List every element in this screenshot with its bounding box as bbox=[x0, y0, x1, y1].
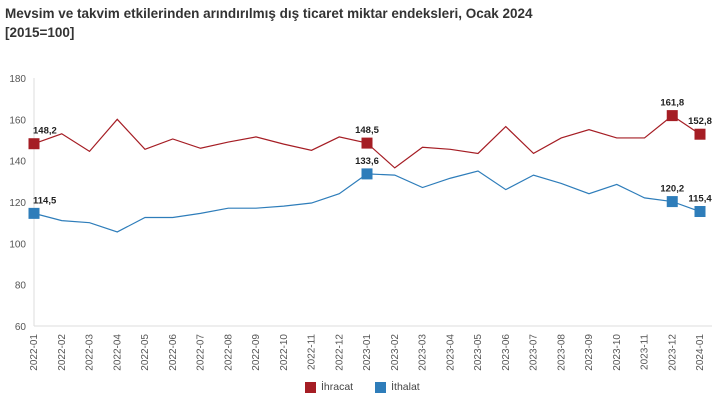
x-tick-label: 2022-05 bbox=[140, 334, 151, 371]
legend-label: İhracat bbox=[321, 381, 354, 393]
x-tick-label: 2022-11 bbox=[307, 334, 318, 370]
x-tick-label: 2023-06 bbox=[501, 334, 512, 371]
title-text: Mevsim ve takvim etkilerinden arındırılm… bbox=[5, 6, 533, 21]
y-tick-label: 120 bbox=[9, 198, 26, 209]
legend-swatch bbox=[375, 381, 387, 393]
legend-label: İthalat bbox=[391, 381, 420, 393]
x-tick-label: 2022-06 bbox=[168, 334, 179, 371]
data-point-marker bbox=[28, 138, 40, 150]
data-label: 133,6 bbox=[355, 156, 379, 167]
data-label: 114,5 bbox=[33, 195, 57, 206]
legend-swatch bbox=[305, 381, 316, 393]
y-tick-label: 80 bbox=[15, 281, 27, 292]
data-label: 148,2 bbox=[33, 126, 57, 137]
x-tick-label: 2022-09 bbox=[251, 334, 262, 371]
series-line-1 bbox=[33, 170, 701, 233]
x-tick-label: 2023-01 bbox=[362, 334, 373, 371]
x-tick-label: 2022-03 bbox=[85, 334, 96, 371]
data-point-marker bbox=[361, 168, 373, 180]
data-point-marker bbox=[361, 137, 373, 149]
data-point-marker bbox=[28, 207, 40, 219]
y-tick-label: 60 bbox=[15, 322, 27, 333]
data-label: 148,5 bbox=[355, 125, 379, 136]
x-tick-label: 2023-09 bbox=[584, 334, 595, 371]
data-point-marker bbox=[666, 196, 678, 208]
x-tick-label: 2023-10 bbox=[612, 334, 623, 371]
x-tick-label: 2022-04 bbox=[112, 334, 123, 371]
x-tick-label: 2024-01 bbox=[695, 334, 706, 371]
data-label: 120,2 bbox=[660, 184, 684, 195]
x-tick-label: 2023-02 bbox=[390, 334, 401, 371]
data-label: 115,4 bbox=[688, 194, 712, 205]
subtitle-text: [2015=100] bbox=[5, 25, 75, 40]
y-tick-label: 140 bbox=[9, 157, 26, 168]
x-tick-label: 2023-12 bbox=[667, 334, 678, 371]
data-point-marker bbox=[694, 206, 706, 218]
x-tick-label: 2022-02 bbox=[57, 334, 68, 371]
data-label: 152,8 bbox=[688, 116, 712, 127]
x-tick-label: 2023-07 bbox=[529, 334, 540, 371]
data-label: 161,8 bbox=[660, 98, 684, 109]
y-tick-label: 180 bbox=[9, 74, 26, 85]
x-tick-label: 2022-07 bbox=[196, 334, 207, 371]
legend: İhracat İthalat bbox=[305, 381, 420, 393]
data-point-marker bbox=[666, 110, 678, 122]
chart-title: Mevsim ve takvim etkilerinden arındırılm… bbox=[5, 4, 533, 42]
x-tick-label: 2023-04 bbox=[445, 334, 456, 371]
x-tick-label: 2022-08 bbox=[223, 334, 234, 371]
x-tick-label: 2022-01 bbox=[29, 334, 40, 371]
legend-item-ithalat[interactable]: İthalat bbox=[375, 381, 420, 393]
x-tick-label: 2023-11 bbox=[640, 334, 651, 370]
x-tick-label: 2022-10 bbox=[279, 334, 290, 371]
legend-item-ihracat[interactable]: İhracat bbox=[305, 381, 353, 393]
data-point-marker bbox=[694, 128, 706, 140]
x-tick-label: 2023-03 bbox=[418, 334, 429, 371]
x-tick-label: 2023-08 bbox=[556, 334, 567, 371]
x-tick-label: 2023-05 bbox=[473, 334, 484, 371]
x-tick-label: 2022-12 bbox=[334, 334, 345, 371]
y-tick-label: 100 bbox=[9, 239, 26, 250]
y-tick-label: 160 bbox=[9, 115, 26, 126]
